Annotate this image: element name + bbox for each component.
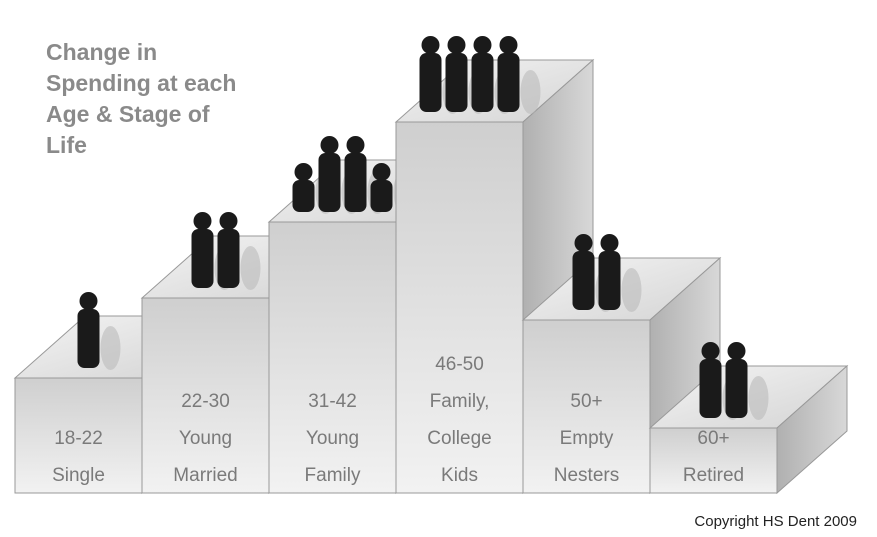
person-body [318, 153, 341, 212]
person-body [572, 251, 595, 310]
copyright: Copyright HS Dent 2009 [694, 513, 857, 530]
person-head [219, 212, 238, 230]
person-head [346, 136, 365, 154]
person-head [372, 163, 391, 181]
steps: 18-22 Single 22-30 Young Married 31-42 Young Fa… [13, 36, 849, 495]
step-front [649, 427, 778, 494]
title-line: Life [46, 132, 87, 158]
person-body [471, 53, 494, 112]
person-body [292, 180, 315, 212]
step-front [141, 297, 270, 494]
step-front [268, 221, 397, 494]
step-label: 46-50 [435, 354, 484, 375]
person-body [419, 53, 442, 112]
person-head [294, 163, 313, 181]
person-head [499, 36, 518, 54]
person-body [344, 153, 367, 212]
person-shadow [748, 376, 769, 420]
person-body [191, 229, 214, 288]
step-front [522, 319, 651, 494]
person-head [600, 234, 619, 252]
person-body [445, 53, 468, 112]
person-body [598, 251, 621, 310]
person-body [77, 309, 100, 368]
person-body [370, 180, 393, 212]
person-head [421, 36, 440, 54]
title: Change in Spending at each Age & Stage of L… [46, 39, 236, 158]
step-label: Young [306, 428, 359, 449]
title-line: Change in [46, 39, 157, 65]
step-label: Young [179, 428, 232, 449]
step-label: Family [305, 465, 361, 486]
person-shadow [240, 246, 261, 290]
step-label: 22-30 [181, 391, 230, 412]
step-label: Empty [560, 428, 614, 449]
person-head [79, 292, 98, 310]
title-line: Spending at each [46, 70, 236, 96]
person-head [193, 212, 212, 230]
person-body [699, 359, 722, 418]
person-head [727, 342, 746, 360]
person-shadow [520, 70, 541, 114]
step-label: Family, [430, 391, 490, 412]
title-line: Age & Stage of [46, 101, 210, 127]
person-shadow [100, 326, 121, 370]
step-label: Nesters [554, 465, 619, 486]
step-label: Retired [683, 465, 744, 486]
person-shadow [621, 268, 642, 312]
step-label: 31-42 [308, 391, 357, 412]
person-head [701, 342, 720, 360]
step-label: 60+ [697, 428, 729, 449]
person-head [320, 136, 339, 154]
person-body [217, 229, 240, 288]
person-head [447, 36, 466, 54]
step-front [395, 121, 524, 494]
person-head [473, 36, 492, 54]
step-label: 18-22 [54, 428, 103, 449]
step-label: 50+ [570, 391, 602, 412]
step-label: College [427, 428, 491, 449]
step-front [14, 377, 143, 494]
person-body [497, 53, 520, 112]
step-label: Single [52, 465, 105, 486]
person-head [574, 234, 593, 252]
person-body [725, 359, 748, 418]
step-label: Married [173, 465, 237, 486]
step-label: Kids [441, 465, 478, 486]
